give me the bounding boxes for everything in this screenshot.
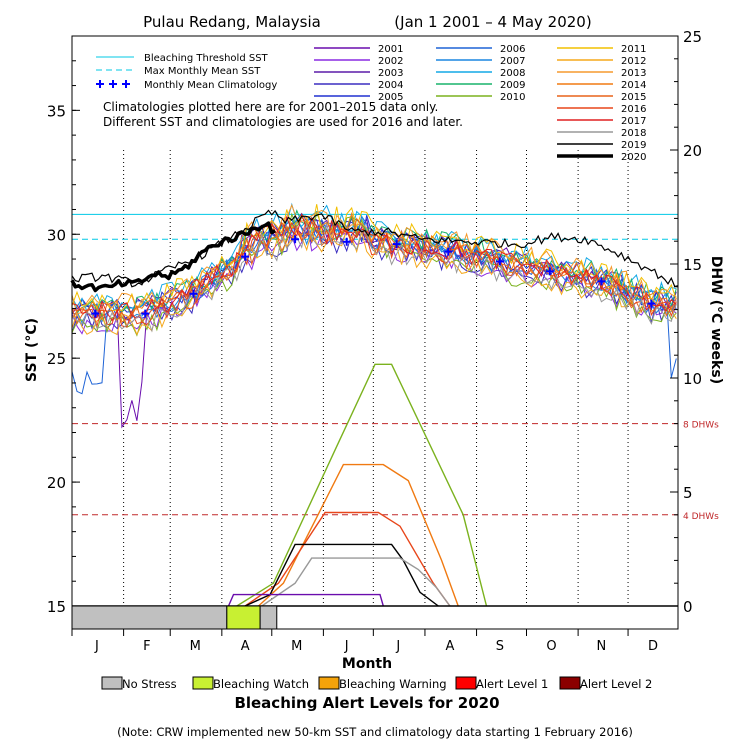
legend-year-label: 2001 <box>378 44 403 55</box>
alert-legend-swatch <box>456 677 476 689</box>
legend-year-label: 2002 <box>378 56 403 67</box>
sst-tick-label: 15 <box>47 598 66 616</box>
alert-segment <box>72 606 227 629</box>
alert-legend-label: Bleaching Watch <box>213 677 309 691</box>
month-label: J <box>94 639 99 654</box>
alert-title: Bleaching Alert Levels for 2020 <box>234 694 499 712</box>
legend-reference-label: Max Monthly Mean SST <box>144 66 261 77</box>
dhw-tick-label: 10 <box>683 370 702 388</box>
dhw-tick-label: 5 <box>683 484 693 502</box>
month-label: M <box>291 639 302 654</box>
month-label: J <box>395 639 400 654</box>
alert-legend-swatch <box>193 677 213 689</box>
footnote: (Note: CRW implemented new 50-km SST and… <box>117 725 633 739</box>
legend-reference-label: Monthly Mean Climatology <box>144 80 277 91</box>
sst-tick-label: 25 <box>47 350 66 368</box>
sst-tick-label: 35 <box>47 102 66 120</box>
alert-legend-swatch <box>560 677 580 689</box>
legend-year-label: 2019 <box>621 140 646 151</box>
legend-year-label: 2014 <box>621 80 646 91</box>
month-label: A <box>241 639 250 654</box>
legend-year-label: 2020 <box>621 152 646 163</box>
legend-year-label: 2009 <box>500 80 525 91</box>
legend-year-label: 2012 <box>621 56 646 67</box>
legend-reference-label: Bleaching Threshold SST <box>144 53 269 64</box>
x-axis-label: Month <box>342 656 392 672</box>
chart-date-range: (Jan 1 2001 – 4 May 2020) <box>394 13 591 31</box>
dhw-reference-label: 8 DHWs <box>683 421 719 431</box>
month-label: M <box>190 639 201 654</box>
legend-year-label: 2011 <box>621 44 646 55</box>
alert-legend-swatch <box>102 677 122 689</box>
legend-year-label: 2010 <box>500 92 525 103</box>
dhw-reference-label: 4 DHWs <box>683 512 719 522</box>
y-axis-label-right: DHW (°C weeks) <box>708 256 724 384</box>
alert-segment <box>227 606 260 629</box>
legend-year-label: 2015 <box>621 92 646 103</box>
sst-tick-label: 30 <box>47 226 66 244</box>
month-label: D <box>648 639 658 654</box>
legend-year-label: 2006 <box>500 44 525 55</box>
legend-year-label: 2016 <box>621 104 646 115</box>
chart-canvas: Bleaching Threshold SST Max Monthly Mean … <box>0 0 750 750</box>
dhw-tick-label: 25 <box>683 28 702 46</box>
legend-year-label: 2008 <box>500 68 525 79</box>
alert-legend-swatch <box>319 677 339 689</box>
dhw-tick-label: 15 <box>683 256 702 274</box>
legend-year-label: 2003 <box>378 68 403 79</box>
y-axis-label-left: SST (°C) <box>24 318 40 382</box>
legend-year-label: 2018 <box>621 128 646 139</box>
month-label: A <box>445 639 454 654</box>
sst-tick-label: 20 <box>47 474 66 492</box>
climatology-note-line: Different SST and climatologies are used… <box>103 115 463 129</box>
month-label: J <box>344 639 349 654</box>
legend-year-label: 2004 <box>378 80 403 91</box>
alert-legend-label: Alert Level 2 <box>580 677 652 691</box>
dhw-tick-label: 20 <box>683 142 702 160</box>
climatology-note-line: Climatologies plotted here are for 2001–… <box>103 100 438 114</box>
month-label: O <box>546 639 556 654</box>
alert-legend-label: Alert Level 1 <box>476 677 548 691</box>
alert-legend-label: No Stress <box>122 677 177 691</box>
alert-legend-label: Bleaching Warning <box>339 677 447 691</box>
legend-year-label: 2007 <box>500 56 525 67</box>
alert-timeline <box>72 606 277 629</box>
alert-segment <box>260 606 277 629</box>
month-label: N <box>597 639 607 654</box>
dhw-tick-label: 0 <box>683 598 693 616</box>
chart-title: Pulau Redang, Malaysia <box>143 13 321 31</box>
legend-year-label: 2013 <box>621 68 646 79</box>
month-label: F <box>143 639 150 654</box>
month-label: S <box>496 639 504 654</box>
legend-year-label: 2017 <box>621 116 646 127</box>
